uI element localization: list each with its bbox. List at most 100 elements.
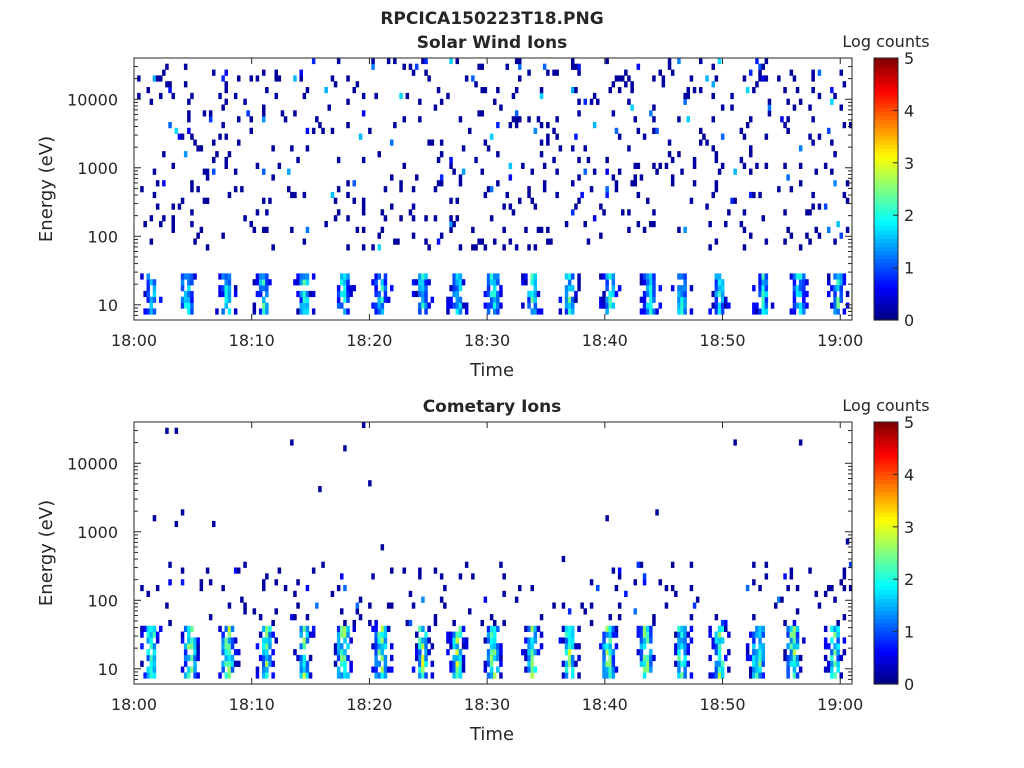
heatmap-cell xyxy=(180,197,185,204)
heatmap-cell xyxy=(608,625,612,632)
heatmap-cell xyxy=(302,643,307,650)
heatmap-cell xyxy=(221,666,225,673)
colorbar-step xyxy=(874,270,898,276)
heatmap-cell xyxy=(452,654,456,662)
heatmap-cell xyxy=(489,660,494,667)
heatmap-cell xyxy=(262,672,266,679)
heatmap-cell xyxy=(802,285,806,292)
heatmap-cell xyxy=(752,649,756,656)
heatmap-cell xyxy=(377,660,381,667)
heatmap-cell xyxy=(720,637,725,644)
x-tick-label: 18:10 xyxy=(229,331,275,350)
heatmap-cell xyxy=(839,296,843,303)
heatmap-cell xyxy=(302,279,307,286)
colorbar-step xyxy=(874,176,898,182)
heatmap-cell xyxy=(530,585,534,592)
heatmap-cell xyxy=(677,273,681,280)
heatmap-cell xyxy=(187,98,191,105)
heatmap-cell xyxy=(183,290,188,298)
heatmap-cell xyxy=(836,273,840,280)
heatmap-cell xyxy=(752,614,756,621)
heatmap-cell xyxy=(383,654,388,662)
heatmap-cell xyxy=(745,649,750,656)
heatmap-cell xyxy=(505,191,509,199)
heatmap-cell xyxy=(539,308,544,315)
heatmap-cell xyxy=(742,244,747,251)
heatmap-cell xyxy=(361,156,366,164)
heatmap-cell xyxy=(642,666,647,673)
heatmap-cell xyxy=(680,631,684,638)
colorbar-step xyxy=(874,634,898,640)
heatmap-cell xyxy=(190,637,194,644)
heatmap-cell xyxy=(586,238,591,245)
heatmap-cell xyxy=(720,285,725,292)
heatmap-cell xyxy=(493,643,497,650)
heatmap-cell xyxy=(383,660,388,667)
heatmap-cell xyxy=(468,127,472,134)
heatmap-cell xyxy=(493,308,497,315)
heatmap-cell xyxy=(221,122,225,129)
heatmap-cell xyxy=(683,649,687,656)
heatmap-cell xyxy=(489,654,494,662)
heatmap-cell xyxy=(221,643,225,650)
heatmap-cell xyxy=(140,625,144,632)
heatmap-cell xyxy=(502,619,506,627)
heatmap-cell xyxy=(652,104,656,111)
heatmap-cell xyxy=(152,643,157,650)
heatmap-cell xyxy=(374,273,378,280)
heatmap-cell xyxy=(205,567,210,574)
heatmap-cell xyxy=(493,273,497,280)
heatmap-cell xyxy=(783,654,787,662)
heatmap-cell xyxy=(486,637,491,644)
heatmap-cell xyxy=(393,122,397,129)
heatmap-cell xyxy=(411,203,416,210)
heatmap-cell xyxy=(227,654,232,662)
heatmap-cell xyxy=(833,285,837,292)
heatmap-cell xyxy=(449,285,453,292)
heatmap-cell xyxy=(830,585,834,592)
heatmap-cell xyxy=(162,69,166,76)
heatmap-cell xyxy=(499,561,503,568)
heatmap-cell xyxy=(237,660,241,667)
heatmap-cell xyxy=(190,279,194,286)
heatmap-cell xyxy=(646,308,650,315)
heatmap-cell xyxy=(577,174,581,181)
heatmap-cell xyxy=(480,238,484,245)
heatmap-cell xyxy=(483,666,488,673)
heatmap-cell xyxy=(464,302,469,309)
heatmap-cell xyxy=(683,643,687,650)
heatmap-cell xyxy=(786,660,790,667)
colorbar-step xyxy=(874,123,898,129)
heatmap-cell xyxy=(580,602,584,609)
heatmap-cell xyxy=(536,226,541,233)
heatmap-cell xyxy=(571,180,575,187)
heatmap-cell xyxy=(802,302,806,309)
heatmap-cell xyxy=(421,57,425,65)
heatmap-cell xyxy=(390,666,394,673)
heatmap-cell xyxy=(455,279,459,286)
heatmap-cell xyxy=(689,308,694,315)
heatmap-cell xyxy=(502,226,506,233)
heatmap-cell xyxy=(533,290,538,298)
heatmap-cell xyxy=(686,643,690,650)
heatmap-cell xyxy=(196,654,200,662)
heatmap-cell xyxy=(218,290,222,298)
heatmap-cell xyxy=(745,654,750,662)
heatmap-cell xyxy=(480,87,484,94)
colorbar-step xyxy=(874,315,898,321)
heatmap-cell xyxy=(489,186,494,193)
heatmap-cell xyxy=(646,666,650,673)
heatmap-cell xyxy=(493,238,497,245)
heatmap-cell xyxy=(670,180,675,187)
heatmap-cell xyxy=(380,654,385,662)
heatmap-cell xyxy=(302,637,307,644)
x-tick-label: 18:00 xyxy=(111,331,157,350)
heatmap-cell xyxy=(411,215,416,222)
heatmap-cell xyxy=(764,238,769,245)
heatmap-cell xyxy=(817,232,822,239)
heatmap-cell xyxy=(742,162,747,169)
heatmap-cell xyxy=(761,215,765,222)
heatmap-cell xyxy=(380,631,385,638)
heatmap-cell xyxy=(224,302,228,309)
heatmap-cell xyxy=(486,649,491,656)
